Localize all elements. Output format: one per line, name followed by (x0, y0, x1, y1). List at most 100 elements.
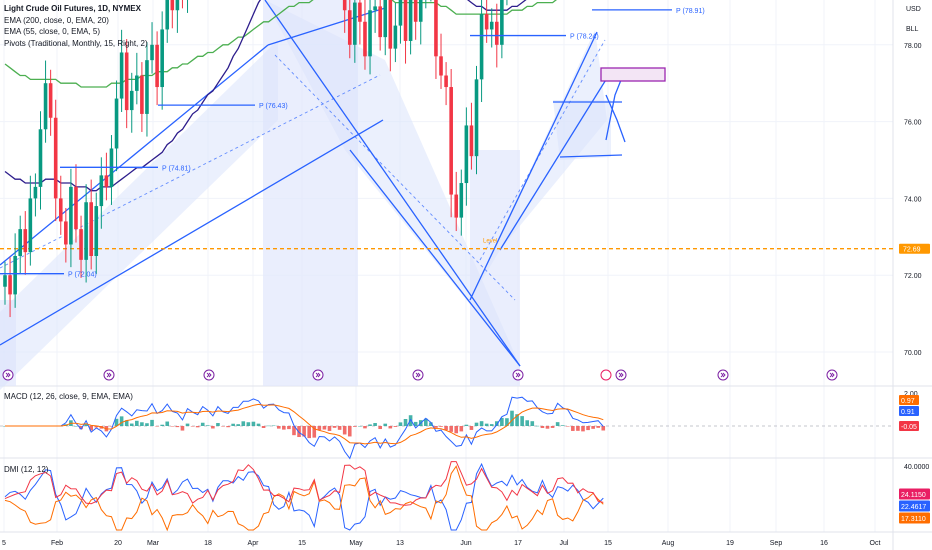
macd-histogram-bar (413, 421, 418, 426)
candle (8, 275, 12, 295)
macd-histogram-bar (271, 425, 276, 427)
pivots-legend[interactable]: Pivots (Traditional, Monthly, 15, Right,… (4, 38, 148, 48)
candle (175, 0, 180, 11)
ema200-legend[interactable]: EMA (200, close, 0, EMA, 20) (4, 15, 109, 25)
candle (358, 2, 362, 22)
flag-bottom-line (559, 154, 623, 158)
candle (398, 0, 403, 26)
macd-histogram-bar (150, 419, 154, 426)
macd-histogram-bar (393, 426, 398, 427)
macd-histogram-bar (358, 425, 362, 427)
macd-histogram-bar (261, 426, 266, 428)
candle (449, 87, 453, 195)
dmi-pane (4, 461, 604, 532)
price-scale-labels: 82.2512:35:1380.4179.5072.690.970.91-0.0… (899, 243, 930, 524)
candle (160, 29, 164, 88)
candle (74, 186, 78, 230)
macd-histogram-bar (119, 416, 124, 426)
macd-histogram-bar (530, 421, 535, 426)
pivot-label: P (78.24) (570, 34, 599, 41)
candle (439, 56, 443, 76)
macd-hist-tag (899, 421, 919, 431)
candle (403, 0, 408, 41)
macd-histogram-bar (297, 426, 301, 438)
macd-histogram-bar (429, 422, 433, 426)
x-tick-label: 17 (514, 540, 522, 547)
x-tick-label: Jun (460, 540, 471, 547)
macd-histogram-bar (535, 425, 540, 427)
macd-legend[interactable]: MACD (12, 26, close, 9, EMA, EMA) (4, 392, 133, 401)
macd-histogram-bar (160, 424, 164, 426)
candle (373, 6, 377, 11)
macd-histogram-bar (231, 423, 235, 426)
candle (89, 202, 93, 256)
level-annotation: Level (483, 239, 497, 245)
projection-arrow-up (605, 74, 624, 141)
macd-histogram-bar (165, 421, 170, 426)
chart-legend: Light Crude Oil Futures, 1D, NYMEX EMA (… (4, 3, 148, 49)
macd-hist-tag-text: -0.05 (901, 424, 917, 431)
macd-histogram-bar (474, 422, 479, 426)
candle (23, 229, 28, 253)
macd-histogram-bar (337, 426, 342, 430)
macd-histogram-bar (576, 426, 580, 431)
macd-histogram-bar (388, 426, 393, 429)
dmi-minus-tag (899, 512, 930, 524)
macd-histogram-bar (373, 423, 377, 426)
macd-histogram-bar (200, 422, 205, 426)
macd-histogram-bar (292, 426, 296, 436)
macd-histogram-bar (403, 419, 408, 426)
unit-button[interactable]: BLL (906, 26, 919, 33)
channel-bottom-line (0, 119, 384, 346)
macd-histogram-bar (79, 426, 83, 430)
candle (347, 10, 352, 45)
macd-histogram-bar (190, 426, 195, 427)
macd-histogram-bar (494, 421, 499, 426)
x-tick-label: Oct (870, 540, 881, 547)
event-arrow-icon (315, 372, 321, 378)
y-tick-label: 72.00 (904, 273, 922, 280)
symbol-title[interactable]: Light Crude Oil Futures, 1D, NYMEX (4, 4, 141, 13)
pivot-label: P (72.04) (68, 272, 97, 279)
macd-histogram-bar (145, 423, 149, 426)
x-tick-label: 19 (726, 540, 734, 547)
macd-histogram-bar (287, 426, 291, 430)
x-tick-label: 13 (396, 540, 404, 547)
x-tick-label: Aug (662, 540, 675, 547)
macd-histogram-bar (216, 423, 220, 426)
candle (464, 125, 469, 184)
macd-histogram-bar (226, 426, 230, 428)
candle (13, 256, 17, 295)
dmi-legend[interactable]: DMI (12, 12) (4, 465, 49, 474)
macd-histogram-bar (601, 426, 606, 431)
macd-histogram-bar (424, 418, 428, 426)
macd-histogram-bar (282, 426, 286, 430)
candle (145, 60, 149, 114)
candle (3, 275, 7, 287)
y-tick-label: 78.00 (904, 43, 922, 50)
candle (454, 194, 459, 218)
macd-histogram-bar (307, 426, 311, 439)
ema55-legend[interactable]: EMA (55, close, 0, EMA, 5) (4, 27, 101, 36)
macd-histogram-bar (195, 426, 200, 428)
candle (484, 14, 489, 30)
macd-histogram-bar (469, 426, 474, 430)
macd-histogram-bar (332, 426, 337, 428)
currency-button[interactable]: USD (906, 6, 921, 13)
macd-histogram-bar (266, 425, 271, 427)
macd-histogram-bar (246, 422, 251, 426)
x-tick-label: Mar (147, 540, 160, 547)
candle (383, 0, 388, 38)
candle (494, 21, 499, 45)
candle (53, 117, 58, 199)
adx-tag (899, 488, 930, 500)
macd-histogram-bar (510, 410, 514, 426)
macd-histogram-bar (241, 421, 246, 426)
flag-box (553, 100, 611, 160)
macd-histogram-bar (454, 426, 459, 434)
candle (129, 90, 134, 111)
macd-line-tag-text: 0.91 (901, 409, 915, 416)
